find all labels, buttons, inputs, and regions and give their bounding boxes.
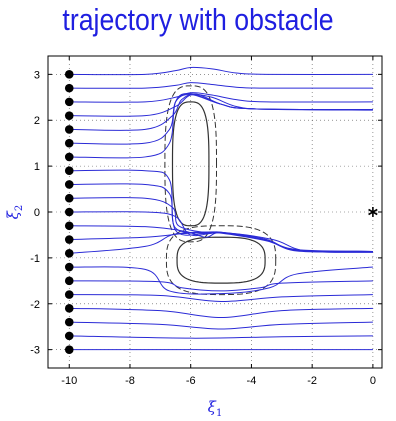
- obstacle-margin: [165, 225, 277, 296]
- x-axis-label-sub: 1: [216, 408, 222, 419]
- x-tick-label: -6: [186, 375, 196, 387]
- obstacle-margin: [164, 85, 218, 243]
- trajectory-line: [69, 66, 373, 76]
- start-point: [64, 166, 74, 176]
- y-tick-label: -3: [30, 345, 40, 357]
- obstacle-boundary: [171, 101, 210, 227]
- trajectory-line: [69, 169, 373, 252]
- trajectory-line: [69, 280, 373, 292]
- y-tick-label: 0: [34, 207, 40, 219]
- x-axis-label-main: ξ: [208, 398, 217, 416]
- y-tick-label: 1: [34, 161, 40, 173]
- start-point: [64, 152, 74, 162]
- start-point: [64, 331, 74, 341]
- start-point: [64, 262, 74, 272]
- y-tick-label: 3: [34, 69, 40, 81]
- obstacle-boundary: [176, 236, 266, 284]
- chart-title: trajectory with obstacle: [62, 2, 334, 37]
- start-point: [64, 97, 74, 107]
- trajectory-line: [69, 266, 373, 295]
- x-tick-label: -2: [307, 375, 317, 387]
- x-tick-label: -10: [61, 375, 77, 387]
- y-axis-label: ξ2: [4, 205, 25, 220]
- y-axis-label-main: ξ: [4, 210, 22, 219]
- y-tick-label: 2: [34, 115, 40, 127]
- x-tick-label: 0: [370, 375, 376, 387]
- trajectory-line: [69, 92, 373, 103]
- start-point: [64, 207, 74, 217]
- y-tick-label: -2: [30, 299, 40, 311]
- start-point: [64, 248, 74, 258]
- x-axis-label: ξ1: [208, 398, 223, 419]
- y-axis-label-sub: 2: [14, 205, 25, 211]
- start-point: [64, 317, 74, 327]
- trajectory-line: [69, 294, 373, 302]
- start-point: [64, 235, 74, 244]
- obstacles: [164, 85, 277, 296]
- start-point: [64, 304, 74, 313]
- start-point: [64, 180, 74, 189]
- start-point: [64, 125, 74, 134]
- start-point: [64, 138, 74, 148]
- start-point: [64, 111, 74, 120]
- start-point: [64, 83, 74, 93]
- start-point: [64, 276, 74, 286]
- y-tick-label: -1: [30, 253, 40, 265]
- start-point: [64, 221, 74, 231]
- start-point: [64, 290, 74, 299]
- start-point: [64, 193, 74, 203]
- trajectory-line: [69, 93, 373, 117]
- target-marker: [368, 207, 378, 217]
- trajectory-line: [69, 82, 373, 89]
- x-tick-label: -4: [247, 375, 257, 387]
- x-tick-label: -8: [125, 375, 135, 387]
- trajectories: [69, 66, 373, 351]
- trajectory-line: [69, 321, 373, 330]
- markers: [64, 70, 378, 354]
- trajectory-line: [69, 307, 373, 319]
- trajectory-line: [69, 335, 373, 339]
- start-point: [64, 345, 74, 354]
- start-point: [64, 70, 74, 79]
